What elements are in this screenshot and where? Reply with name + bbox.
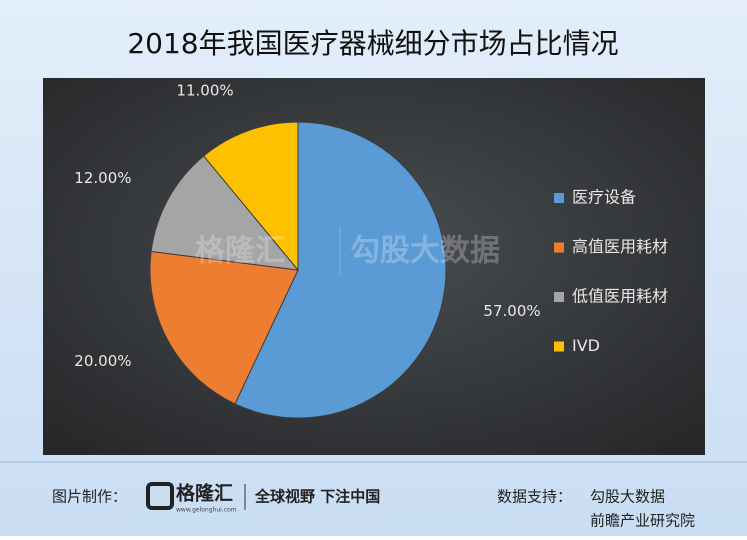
legend-swatch: [554, 242, 564, 253]
brand-url: www.gelonghui.com: [176, 507, 237, 514]
data-label: 57.00%: [483, 302, 540, 320]
data-label: 11.00%: [176, 82, 233, 100]
legend-label: 医疗设备: [572, 188, 636, 207]
pie-slice: [202, 121, 299, 272]
source: 勾股大数据: [590, 488, 665, 506]
watermark: 勾股大数据: [350, 234, 500, 269]
legend-label: 高值医用耗材: [572, 237, 668, 256]
pie-slice: [150, 155, 300, 271]
brand-logo: [146, 482, 174, 510]
data-label: 12.00%: [74, 169, 131, 187]
chart-title: 2018年我国医疗器械细分市场占比情况: [127, 27, 618, 60]
brand-name: 格隆汇: [176, 482, 233, 505]
legend-swatch: [554, 292, 564, 302]
slogan: 全球视野 下注中国: [254, 488, 380, 506]
footer-label: 图片制作：: [52, 488, 127, 506]
pie: 57.00% 20.00% 12.00% 11.00%: [74, 82, 541, 419]
pie-slice: [234, 121, 447, 419]
legend-label: 低值医用耗材: [572, 287, 668, 306]
legend-swatch: [554, 193, 564, 203]
legend-swatch: [554, 341, 564, 352]
footer-label: 数据支持：: [497, 488, 572, 506]
legend-label: IVD: [572, 336, 600, 355]
source: 前瞻产业研究院: [590, 512, 695, 530]
watermark: 格隆汇: [195, 234, 285, 269]
data-label: 20.00%: [74, 352, 131, 370]
pie-slice: [149, 250, 299, 405]
